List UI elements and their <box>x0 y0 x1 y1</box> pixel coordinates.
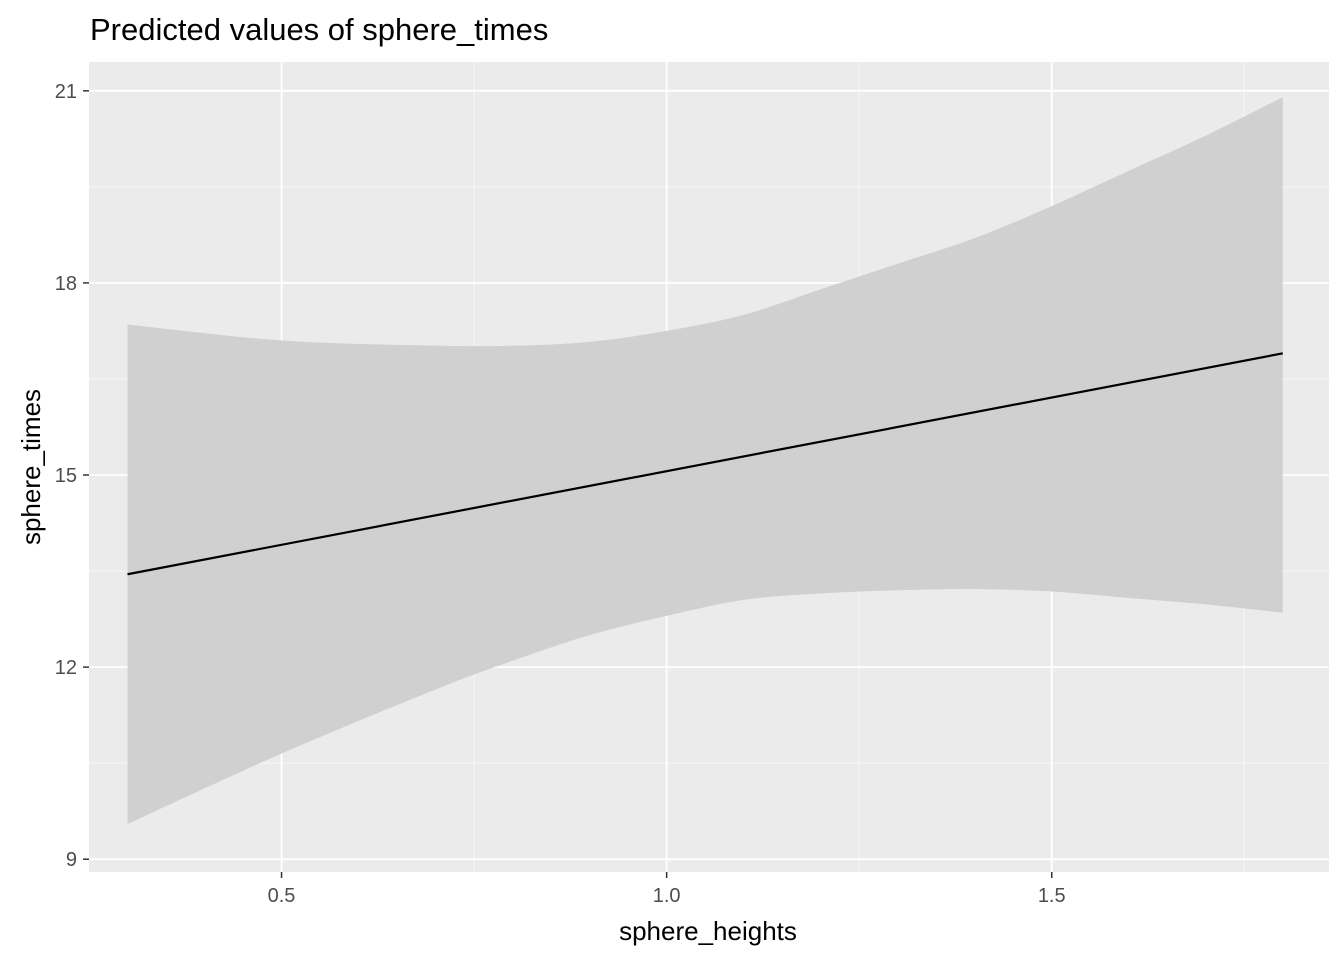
x-axis-title: sphere_heights <box>619 916 797 946</box>
prediction-line <box>127 352 1283 576</box>
x-tick-label: 0.5 <box>268 885 296 907</box>
y-tick-label: 9 <box>66 849 77 871</box>
y-tick-label: 12 <box>55 657 77 679</box>
confidence-band <box>127 97 1283 824</box>
y-tick-label: 15 <box>55 465 77 487</box>
chart-title: Predicted values of sphere_times <box>90 12 548 47</box>
y-axis-title: sphere_times <box>16 389 46 545</box>
prediction-line-group <box>127 352 1283 576</box>
confidence-band-group <box>127 97 1283 824</box>
axes: 0.5 1.0 1.5 9 12 15 18 21 <box>55 81 1066 907</box>
y-tick-label: 18 <box>55 273 77 295</box>
x-tick-label: 1.5 <box>1038 885 1066 907</box>
y-tick-label: 21 <box>55 81 77 103</box>
x-tick-label: 1.0 <box>653 885 681 907</box>
